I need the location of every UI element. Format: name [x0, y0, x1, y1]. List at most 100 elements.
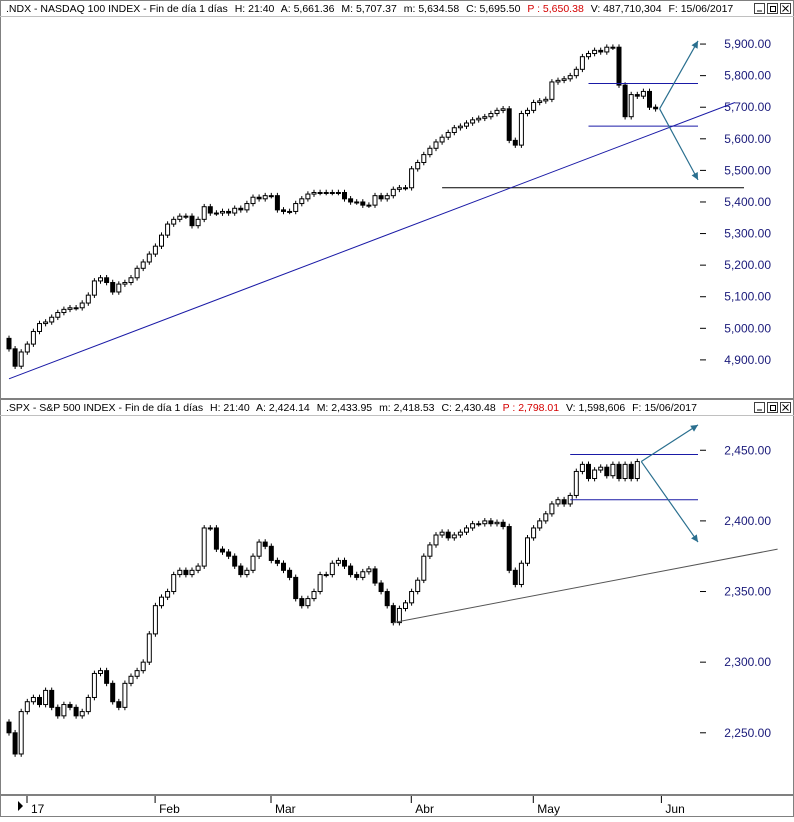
spx-candle — [73, 704, 79, 719]
spx-candle — [543, 510, 549, 524]
ndx-candle — [122, 279, 128, 287]
spx-candle — [238, 563, 244, 578]
ndx-candle — [518, 110, 524, 148]
spx-candle — [549, 501, 555, 517]
ndx-header-h: H: 21:40 — [235, 3, 275, 15]
ndx-candle — [445, 129, 451, 141]
spx-candle — [140, 659, 146, 674]
ndx-candle — [348, 196, 354, 205]
ndx-ytick-label: 5,100.00 — [724, 290, 771, 304]
ndx-candle — [439, 134, 445, 145]
ndx-candle — [299, 196, 305, 207]
ndx-candle — [457, 123, 463, 131]
spx-candle — [268, 543, 274, 564]
ndx-candle — [104, 274, 110, 286]
ndx-header-c: C: 5,695.50 — [466, 3, 520, 15]
ndx-candle — [238, 205, 244, 213]
ndx-candle — [37, 320, 42, 335]
spx-candle — [329, 560, 335, 578]
spx-candle — [512, 567, 518, 588]
x-axis-scroll-marker-icon[interactable] — [18, 801, 23, 811]
ndx-candle — [293, 200, 299, 215]
spx-header-mlow: m: 2,418.53 — [379, 402, 435, 414]
spx-candle — [573, 468, 579, 499]
ndx-candle — [110, 279, 116, 295]
ndx-candle — [335, 189, 341, 196]
ndx-candle — [647, 88, 652, 111]
ndx-candle — [634, 91, 640, 99]
spx-candle — [226, 549, 232, 560]
ndx-candle — [500, 106, 506, 114]
x-tick-label: May — [537, 802, 560, 816]
spx-minimize-icon[interactable] — [754, 402, 765, 413]
ndx-candle — [128, 274, 134, 286]
spx-candle — [6, 719, 12, 736]
ndx-ytick-label: 5,500.00 — [724, 163, 771, 177]
ndx-candle — [171, 216, 177, 227]
spx-candle — [244, 567, 250, 578]
ndx-restore-icon[interactable] — [767, 3, 778, 14]
spx-candle — [305, 595, 311, 609]
spx-ytick-label: 2,450.00 — [724, 443, 771, 457]
spx-close-icon[interactable] — [780, 402, 791, 413]
ndx-candle — [476, 115, 482, 123]
ndx-close-icon[interactable] — [780, 3, 791, 14]
spx-candle — [85, 694, 91, 715]
spx-candle — [317, 571, 323, 595]
ndx-candle — [555, 77, 561, 85]
ndx-candle — [30, 328, 36, 347]
ndx-candle — [372, 192, 378, 208]
ndx-candle — [281, 207, 286, 215]
spx-candle — [421, 553, 427, 584]
spx-candle — [18, 708, 24, 757]
ndx-candle — [183, 213, 189, 219]
spx-header-mhigh: M: 2,433.95 — [317, 402, 373, 414]
ndx-candle — [55, 309, 61, 321]
spx-candle — [24, 698, 30, 715]
spx-candle — [396, 605, 402, 626]
spx-candle — [220, 546, 225, 555]
ndx-candle — [360, 199, 366, 208]
spx-candle — [433, 532, 439, 548]
ndx-candle — [470, 117, 476, 126]
ndx-panel-frame — [0, 0, 794, 399]
ndx-candle — [18, 349, 24, 370]
spx-candle — [281, 560, 286, 574]
spx-candle — [207, 525, 213, 531]
ndx-header-a: A: 5,661.36 — [281, 3, 335, 15]
ndx-ytick-label: 5,200.00 — [724, 258, 771, 272]
spx-candle — [183, 567, 189, 578]
spx-candle — [390, 602, 396, 626]
ndx-candle — [287, 208, 293, 215]
spx-candle — [518, 560, 524, 588]
ndx-header-mhigh: M: 5,707.37 — [341, 3, 397, 15]
ndx-header-p: P : 5,650.38 — [527, 3, 584, 15]
ndx-candle — [98, 274, 103, 284]
ndx-candle — [384, 192, 390, 202]
spx-candle — [348, 563, 354, 578]
spx-plot: 2,450.00 2,400.00 2,350.00 2,300.00 2,250.00 — [6, 424, 778, 757]
spx-candle — [213, 525, 219, 552]
ndx-candle — [653, 104, 659, 112]
ndx-candle — [79, 300, 85, 311]
spx-candle — [628, 461, 634, 482]
spx-candle — [61, 701, 67, 719]
spx-candle — [134, 667, 140, 680]
spx-candle — [311, 588, 317, 602]
ndx-candle — [73, 304, 79, 311]
spx-candle — [79, 708, 85, 719]
spx-candle — [43, 687, 49, 708]
ndx-projection-arrow-up — [659, 40, 699, 110]
ndx-candle — [213, 210, 219, 216]
ndx-minimize-icon[interactable] — [754, 3, 765, 14]
ndx-candle — [159, 232, 164, 249]
spx-header-p: P : 2,798.01 — [503, 402, 560, 414]
ndx-candle — [354, 199, 360, 205]
spx-restore-icon[interactable] — [767, 402, 778, 413]
ndx-candle — [464, 120, 469, 129]
ndx-candle — [268, 192, 274, 199]
spx-trendline — [393, 548, 778, 624]
spx-candle — [579, 461, 585, 475]
spx-candle — [384, 588, 390, 609]
spx-candle — [360, 568, 366, 581]
